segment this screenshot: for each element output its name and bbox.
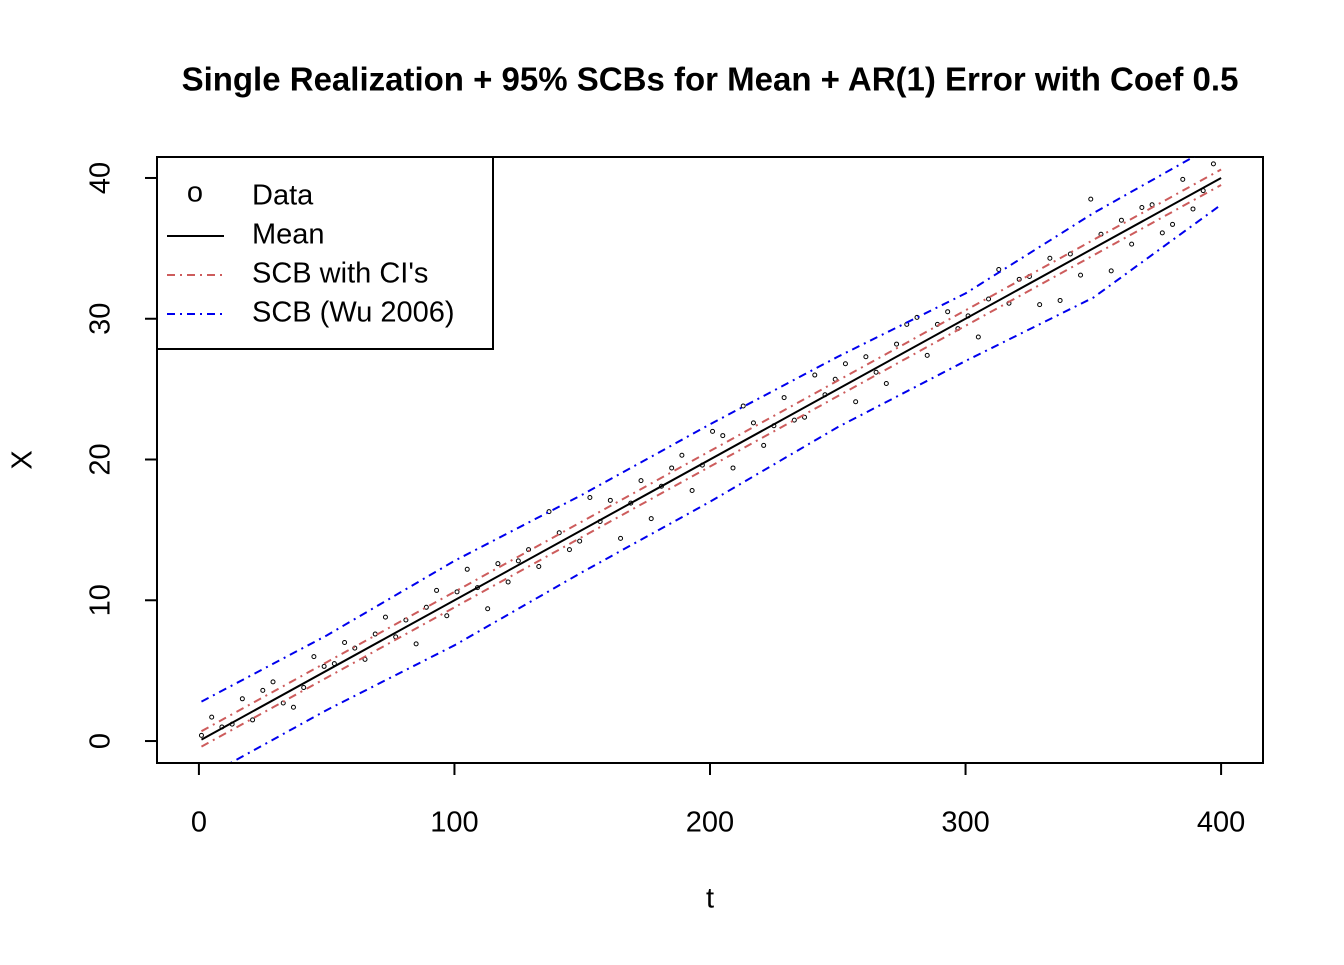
- data-point: [198, 732, 204, 738]
- legend-symbol: o: [187, 177, 203, 209]
- data-point: [750, 420, 756, 426]
- data-point: [1047, 255, 1053, 261]
- data-point: [464, 566, 470, 572]
- data-point: [720, 433, 726, 439]
- data-point: [352, 645, 358, 651]
- data-point: [505, 579, 511, 585]
- chart-title: Single Realization + 95% SCBs for Mean +…: [182, 61, 1239, 98]
- legend-label: SCB with CI's: [252, 258, 428, 290]
- data-point: [975, 334, 981, 340]
- data-point: [883, 380, 889, 386]
- data-point: [1159, 230, 1165, 236]
- data-point: [1037, 302, 1043, 308]
- data-point: [648, 516, 654, 522]
- data-point: [1129, 241, 1135, 247]
- data-point: [853, 399, 859, 405]
- data-point: [791, 417, 797, 423]
- band-lower: [228, 203, 1222, 763]
- data-point: [1170, 221, 1176, 227]
- data-point: [270, 679, 276, 685]
- legend-label: Data: [252, 180, 314, 212]
- data-point: [209, 714, 215, 720]
- data-point: [434, 587, 440, 593]
- data-point: [382, 614, 388, 620]
- data-point: [1190, 206, 1196, 212]
- data-point: [546, 509, 552, 515]
- data-point: [730, 465, 736, 471]
- y-axis-label: X: [7, 450, 39, 469]
- data-point: [577, 538, 583, 544]
- legend-label: SCB (Wu 2006): [252, 297, 455, 329]
- x-axis-label: t: [706, 883, 714, 915]
- band-lower: [200, 184, 1222, 748]
- data-point: [321, 663, 327, 669]
- legend-label: Mean: [252, 219, 325, 251]
- band-upper: [200, 157, 1196, 703]
- data-point: [894, 341, 900, 347]
- data-point: [607, 497, 613, 503]
- data-point: [342, 640, 348, 646]
- legend-box: [156, 156, 494, 350]
- data-point: [444, 613, 450, 619]
- x-tick-label: 0: [191, 807, 207, 839]
- data-point: [1057, 297, 1063, 303]
- y-tick-label: 20: [85, 443, 117, 475]
- data-point: [802, 414, 808, 420]
- data-point: [536, 563, 542, 569]
- data-point: [311, 654, 317, 660]
- data-point: [250, 717, 256, 723]
- data-point: [924, 352, 930, 358]
- data-point: [301, 685, 307, 691]
- data-point: [761, 442, 767, 448]
- data-point: [290, 704, 296, 710]
- data-point: [1088, 196, 1094, 202]
- data-point: [1139, 205, 1145, 211]
- mean-line: [200, 177, 1222, 741]
- data-point: [587, 495, 593, 501]
- data-point: [638, 478, 644, 484]
- data-point: [618, 535, 624, 541]
- data-point: [1078, 272, 1084, 278]
- data-point: [413, 641, 419, 647]
- data-point: [812, 372, 818, 378]
- data-point: [863, 354, 869, 360]
- data-point: [689, 487, 695, 493]
- data-point: [740, 403, 746, 409]
- data-point: [873, 369, 879, 375]
- data-point: [945, 309, 951, 315]
- data-point: [239, 696, 245, 702]
- data-point: [1067, 251, 1073, 257]
- x-tick-label: 200: [686, 807, 734, 839]
- data-point: [556, 530, 562, 536]
- data-point: [1118, 217, 1124, 223]
- data-point: [781, 395, 787, 401]
- y-tick-label: 10: [85, 584, 117, 616]
- data-point: [566, 547, 572, 553]
- data-point: [1180, 176, 1186, 182]
- data-point: [669, 465, 675, 471]
- y-tick-label: 0: [85, 733, 117, 749]
- data-point: [842, 361, 848, 367]
- x-tick-label: 100: [430, 807, 478, 839]
- y-tick-label: 40: [85, 162, 117, 194]
- band-upper: [200, 168, 1222, 733]
- data-point: [495, 561, 501, 567]
- data-point: [260, 687, 266, 693]
- data-point: [454, 589, 460, 595]
- x-tick-label: 300: [941, 807, 989, 839]
- y-tick-label: 30: [85, 303, 117, 335]
- data-point: [1210, 161, 1216, 167]
- data-point: [1108, 268, 1114, 274]
- legend: o Data Mean SCB with CI's SCB (Wu 2006): [156, 156, 494, 350]
- data-point: [515, 558, 521, 564]
- x-tick-label: 400: [1197, 807, 1245, 839]
- data-point: [986, 296, 992, 302]
- data-point: [485, 606, 491, 612]
- data-point: [710, 428, 716, 434]
- plot-area: [198, 157, 1222, 763]
- data-point: [679, 452, 685, 458]
- axes: 0 100 200 300 400 0 10 20 30 40: [85, 162, 1246, 839]
